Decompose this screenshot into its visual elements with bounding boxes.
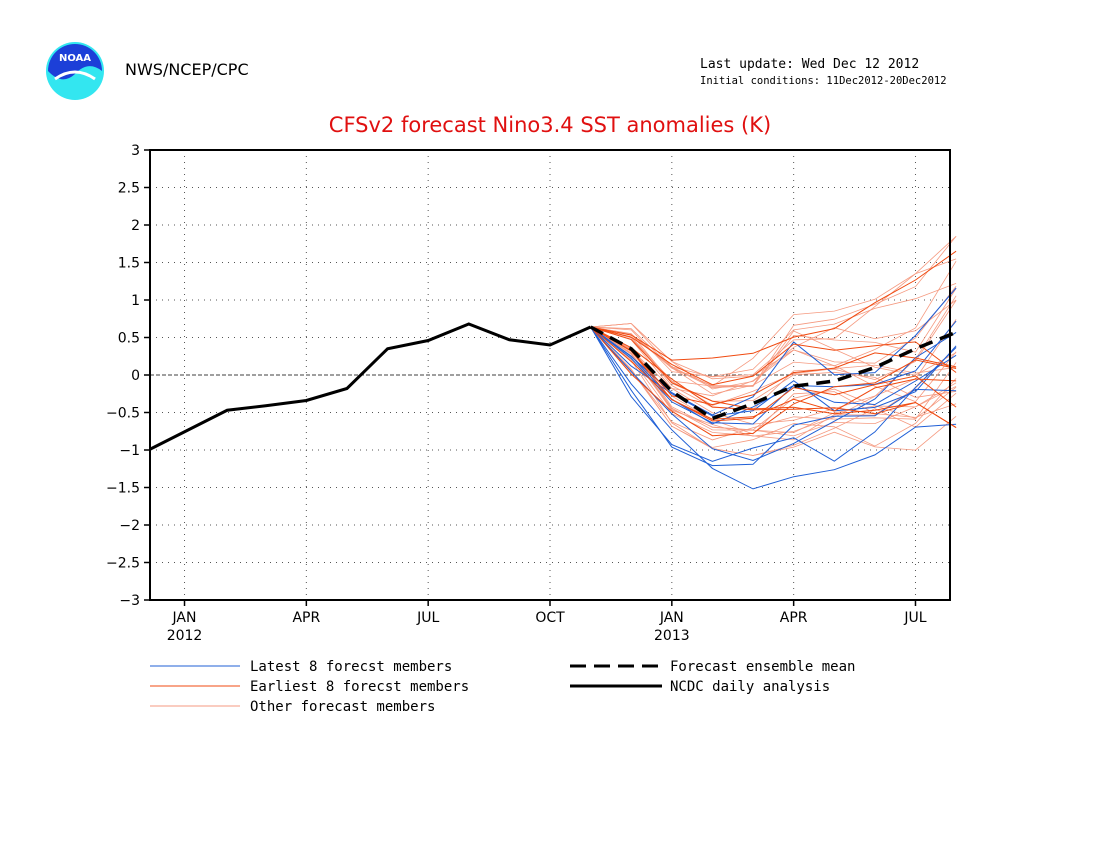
other-member-line (590, 299, 957, 397)
logo-text: NOAA (59, 53, 91, 64)
chart-title: CFSv2 forecast Nino3.4 SST anomalies (K) (328, 113, 772, 137)
legend-label-analysis: NCDC daily analysis (670, 679, 830, 695)
noaa-logo: NOAA (46, 42, 104, 100)
analysis-line (149, 322, 592, 451)
analysis-lines-layer (149, 322, 957, 451)
x-tick-label: APR (780, 610, 808, 626)
earliest-member-line (590, 250, 957, 361)
axis-layer: 3 2.5 2 1.5 1 0.5 0 −0.5 −1 −1.5 −2 −2.5 −3 JAN 2012 AP… (106, 143, 951, 644)
x-tick-label: JUL (416, 610, 439, 626)
other-member-line (590, 260, 957, 380)
org-name: NWS/NCEP/CPC (125, 60, 249, 79)
y-tick-label: −2.5 (106, 556, 140, 572)
y-tick-label: −0.5 (106, 406, 140, 422)
ensemble-mean-line (589, 325, 957, 421)
other-member-line (590, 326, 957, 448)
x-tick-label: JAN (659, 610, 684, 626)
y-tick-label: 2.5 (118, 181, 140, 197)
x-tick-label: JUL (903, 610, 926, 626)
legend-layer: Latest 8 forecst members Earliest 8 forec… (150, 659, 855, 715)
earliest-member-line (590, 326, 957, 437)
grid-layer (150, 150, 950, 600)
legend-label-other: Other forecast members (250, 699, 435, 715)
y-tick-label: −2 (119, 518, 140, 534)
earliest-member-line (590, 326, 957, 386)
y-tick-label: −1 (119, 443, 140, 459)
x-tick-label: JAN (172, 610, 197, 626)
earliest-member-line (590, 326, 957, 429)
latest-member-line (590, 326, 957, 490)
y-tick-label: −1.5 (106, 481, 140, 497)
forecast-members-layer (590, 236, 957, 490)
latest-member-line (590, 326, 957, 467)
x-tick-label: APR (292, 610, 320, 626)
x-tick-label: OCT (535, 610, 565, 626)
latest-member-line (590, 287, 957, 416)
y-tick-label: −3 (119, 593, 140, 609)
earliest-member-line (590, 326, 957, 420)
earliest-member-line (590, 326, 957, 422)
x-tick-year-label: 2013 (654, 628, 690, 644)
y-tick-label: 1 (131, 293, 140, 309)
latest-member-line (590, 326, 957, 462)
y-tick-label: 0 (131, 368, 140, 384)
other-member-line (590, 326, 957, 441)
latest-member-line (590, 320, 957, 425)
other-member-line (590, 326, 957, 456)
other-member-line (590, 326, 957, 402)
y-tick-label: 3 (131, 143, 140, 159)
y-tick-label: 2 (131, 218, 140, 234)
legend-label-latest: Latest 8 forecst members (250, 659, 452, 675)
last-update: Last update: Wed Dec 12 2012 (700, 57, 920, 72)
legend-label-ensemble_mean: Forecast ensemble mean (670, 659, 855, 675)
initial-conditions: Initial conditions: 11Dec2012-20Dec2012 (700, 75, 947, 87)
x-tick-year-label: 2012 (167, 628, 203, 644)
y-tick-label: 0.5 (118, 331, 140, 347)
earliest-member-line (590, 326, 957, 406)
y-tick-label: 1.5 (118, 256, 140, 272)
legend-label-earliest: Earliest 8 forecst members (250, 679, 469, 695)
